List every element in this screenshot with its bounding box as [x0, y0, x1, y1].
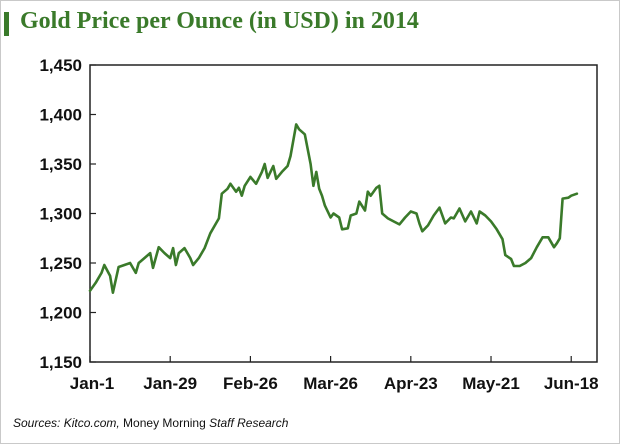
- x-tick-label: Jan-1: [70, 374, 114, 393]
- y-tick-label: 1,450: [39, 56, 82, 75]
- chart-title: Gold Price per Ounce (in USD) in 2014: [20, 8, 419, 34]
- x-tick-label: Jun-18: [544, 374, 599, 393]
- x-tick-label: May-21: [462, 374, 520, 393]
- y-tick-label: 1,300: [39, 205, 82, 224]
- x-tick-label: Apr-23: [384, 374, 438, 393]
- source-note: Sources: Kitco.com, Money Morning Staff …: [13, 416, 289, 430]
- y-tick-label: 1,200: [39, 304, 82, 323]
- y-tick-label: 1,250: [39, 254, 82, 273]
- x-tick-label: Feb-26: [223, 374, 278, 393]
- gold-price-line: [88, 123, 579, 295]
- y-axis: 1,150 1,200 1,250 1,300 1,350 1,400 1,450: [39, 56, 96, 372]
- x-axis: Jan-1 Jan-29 Feb-26 Mar-26 Apr-23 May-21 Jun-1…: [70, 356, 599, 393]
- y-tick-label: 1,350: [39, 155, 82, 174]
- x-tick-label: Jan-29: [143, 374, 197, 393]
- y-tick-label: 1,400: [39, 106, 82, 125]
- plot-area: [89, 64, 598, 363]
- title-accent-bar: [4, 12, 9, 36]
- y-tick-label: 1,150: [39, 353, 82, 372]
- x-tick-label: Mar-26: [303, 374, 358, 393]
